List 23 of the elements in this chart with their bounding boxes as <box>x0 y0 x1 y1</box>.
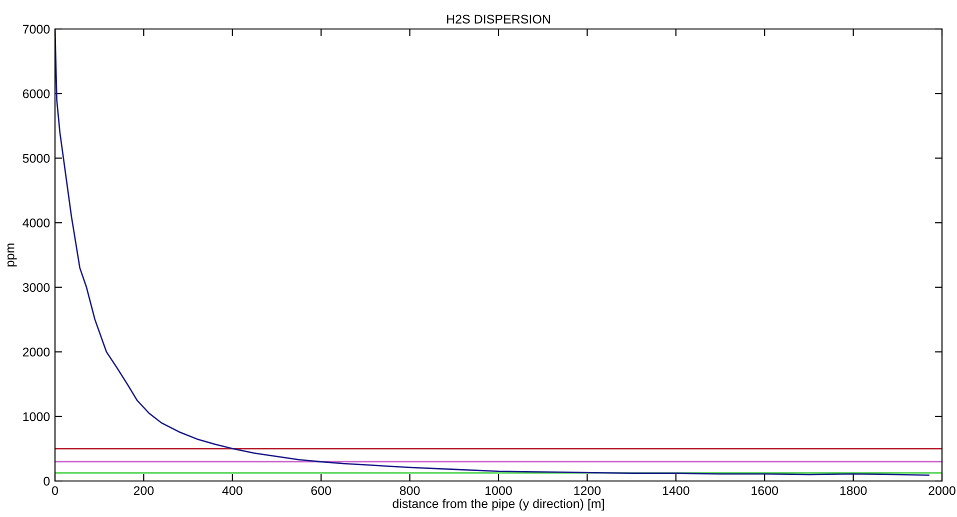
line-series <box>55 29 930 476</box>
x-tick-label: 1000 <box>486 486 512 496</box>
y-tick-label: 1000 <box>23 412 50 422</box>
x-tick-label: 200 <box>134 486 154 496</box>
y-tick-label: 0 <box>44 476 50 486</box>
x-tick-label: 1600 <box>752 486 778 496</box>
y-tick-label: 6000 <box>22 89 50 98</box>
y-tick-label: 3000 <box>22 283 50 292</box>
x-tick-label: 400 <box>222 486 242 496</box>
y-tick-label: 7000 <box>22 24 50 34</box>
x-tick-label: 0 <box>52 486 58 496</box>
y-tick-label: 4000 <box>22 218 50 228</box>
x-axis-title: distance from the pipe (y direction) [m] <box>392 498 604 511</box>
x-tick-label: 1800 <box>840 486 867 496</box>
chart-title: H2S DISPERSION <box>447 14 550 24</box>
x-tick-label: 600 <box>311 486 332 496</box>
x-tick-label: 2000 <box>928 486 956 496</box>
y-tick-label: 5000 <box>22 154 50 163</box>
x-tick-label: 800 <box>400 486 420 496</box>
y-tick-label: 2000 <box>22 348 50 357</box>
x-tick-label: 1200 <box>574 486 601 496</box>
x-tick-label: 1400 <box>662 486 690 496</box>
y-axis-title: ppm <box>7 244 17 266</box>
